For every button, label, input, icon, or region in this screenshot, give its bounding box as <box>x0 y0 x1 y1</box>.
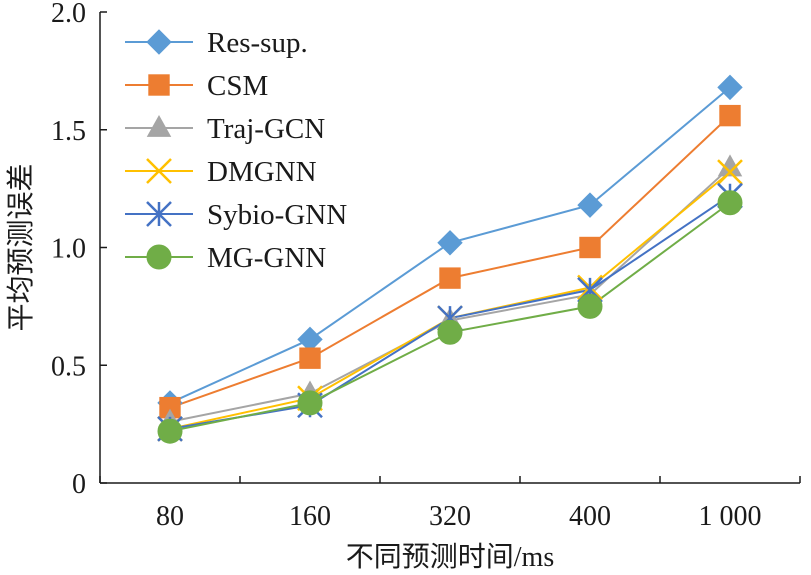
x-tick-label: 400 <box>569 501 611 532</box>
series-markers-res-sup <box>157 74 743 416</box>
plot-area: 0 0.5 1.0 1.5 2.0 80 160 320 400 1 000 <box>51 0 801 532</box>
legend-label: CSM <box>207 70 268 102</box>
data-point-res-sup <box>717 74 743 101</box>
legend-marker-traj-gcn <box>146 114 172 137</box>
data-point-mg-gnn <box>577 293 603 319</box>
data-point-csm <box>439 267 461 289</box>
y-tick-label: 1.0 <box>51 234 86 265</box>
data-point-mg-gnn <box>157 418 183 444</box>
legend-label: MG-GNN <box>207 242 326 274</box>
legend-item-traj-gcn: Traj-GCN <box>125 113 325 145</box>
x-tick-label: 320 <box>429 501 471 532</box>
legend-marker-sybio-gnn <box>146 201 172 227</box>
data-point-csm <box>299 347 321 369</box>
data-point-csm <box>719 104 741 127</box>
legend-label: Traj-GCN <box>207 113 325 145</box>
y-tick-label: 1.5 <box>51 116 86 147</box>
data-point-mg-gnn <box>297 390 323 416</box>
data-point-mg-gnn <box>717 190 743 216</box>
y-axis-ticks: 0 0.5 1.0 1.5 2.0 <box>51 0 107 500</box>
legend-item-dmgnn: DMGNN <box>125 156 317 188</box>
legend-marker-dmgnn <box>146 158 172 184</box>
x-tick-label: 160 <box>289 501 331 532</box>
series-markers-mg-gnn <box>157 190 743 444</box>
data-point-res-sup <box>437 230 463 256</box>
x-axis-ticks: 80 160 320 400 1 000 <box>99 476 801 532</box>
x-tick-label: 1 000 <box>699 501 762 532</box>
legend-label: Res-sup. <box>207 27 308 59</box>
legend-marker-csm <box>148 74 170 96</box>
legend-item-res-sup: Res-sup. <box>125 27 308 59</box>
data-point-mg-gnn <box>437 319 463 345</box>
series-markers <box>157 74 743 444</box>
y-tick-label: 0.5 <box>51 351 86 382</box>
legend-label: Sybio-GNN <box>207 199 347 231</box>
legend: Res-sup. CSM Traj-GCN DMGNN Sybio-GNN MG-GNN <box>125 27 347 274</box>
series-markers-traj-gcn <box>157 154 743 431</box>
legend-item-csm: CSM <box>125 70 268 102</box>
x-axis-title: 不同预测时间/ms <box>346 541 554 573</box>
data-point-csm <box>579 236 601 259</box>
legend-label: DMGNN <box>207 156 317 188</box>
legend-marker-mg-gnn <box>146 244 172 270</box>
y-tick-label: 0 <box>72 469 86 500</box>
y-axis-title: 平均预测误差 <box>5 163 37 331</box>
series-markers-csm <box>159 104 741 419</box>
legend-marker-res-sup <box>146 29 172 55</box>
legend-item-mg-gnn: MG-GNN <box>125 242 326 274</box>
data-point-dmgnn <box>717 159 743 186</box>
legend-item-sybio-gnn: Sybio-GNN <box>125 199 347 231</box>
x-tick-label: 80 <box>156 501 184 532</box>
y-tick-label: 2.0 <box>51 0 86 29</box>
data-point-res-sup <box>577 192 603 218</box>
